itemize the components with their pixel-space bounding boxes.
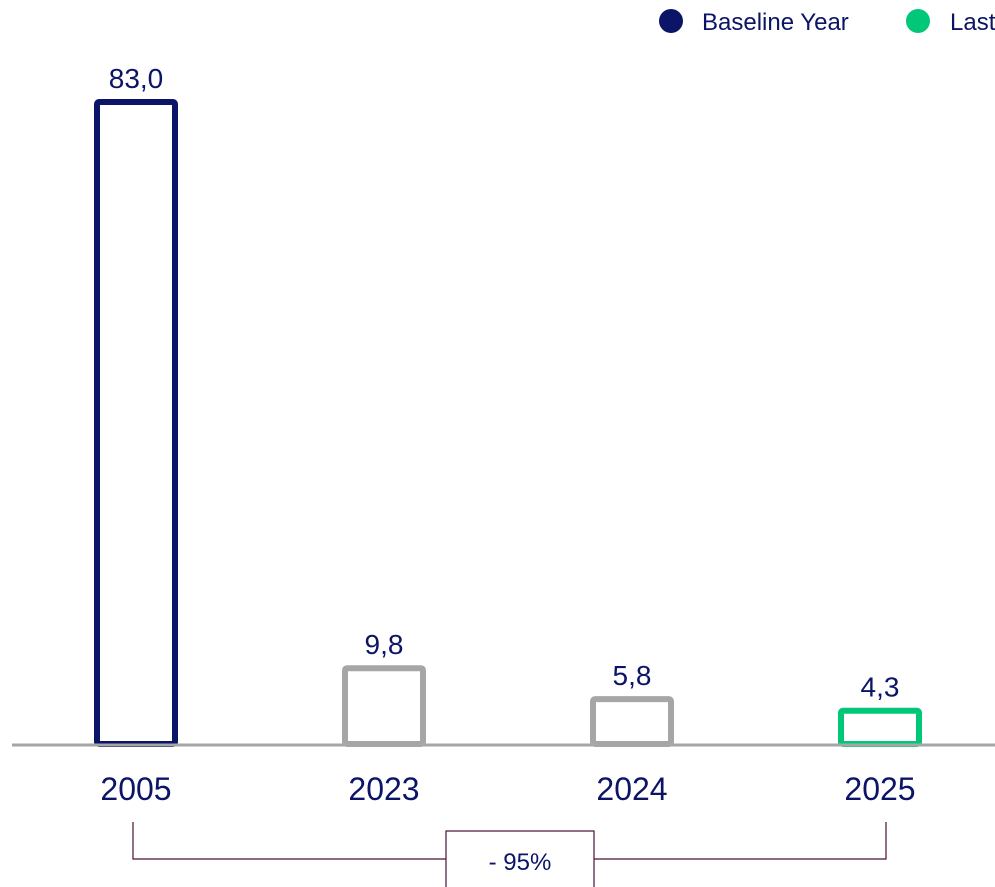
labels-group: 83,0 2005 9,8 2023 5,8 2024 4,3 2025 (100, 63, 915, 807)
legend-label-last: Last (950, 9, 995, 36)
value-label-2025: 4,3 (861, 672, 900, 703)
bar-2023 (342, 665, 426, 747)
legend-label-baseline: Baseline Year (702, 9, 849, 36)
legend-marker-baseline (659, 9, 683, 33)
value-label-2023: 9,8 (365, 629, 404, 660)
x-tick-label-2005: 2005 (100, 771, 171, 807)
legend-marker-last (906, 9, 930, 33)
change-box (445, 830, 595, 887)
legend: Baseline Year Last (659, 9, 995, 36)
x-tick-label-2024: 2024 (596, 771, 667, 807)
bars-group (94, 99, 922, 747)
change-label: - 95% (489, 849, 552, 876)
bar-2025 (838, 707, 922, 747)
bracket-line-left (132, 822, 446, 860)
change-bracket: - 95% (132, 822, 887, 887)
bar-2005 (94, 99, 178, 747)
bar-2024 (590, 696, 674, 747)
bracket-line-right (594, 822, 887, 860)
value-label-2005: 83,0 (109, 63, 164, 94)
x-tick-label-2023: 2023 (348, 771, 419, 807)
value-label-2024: 5,8 (613, 660, 652, 691)
x-tick-label-2025: 2025 (844, 771, 915, 807)
